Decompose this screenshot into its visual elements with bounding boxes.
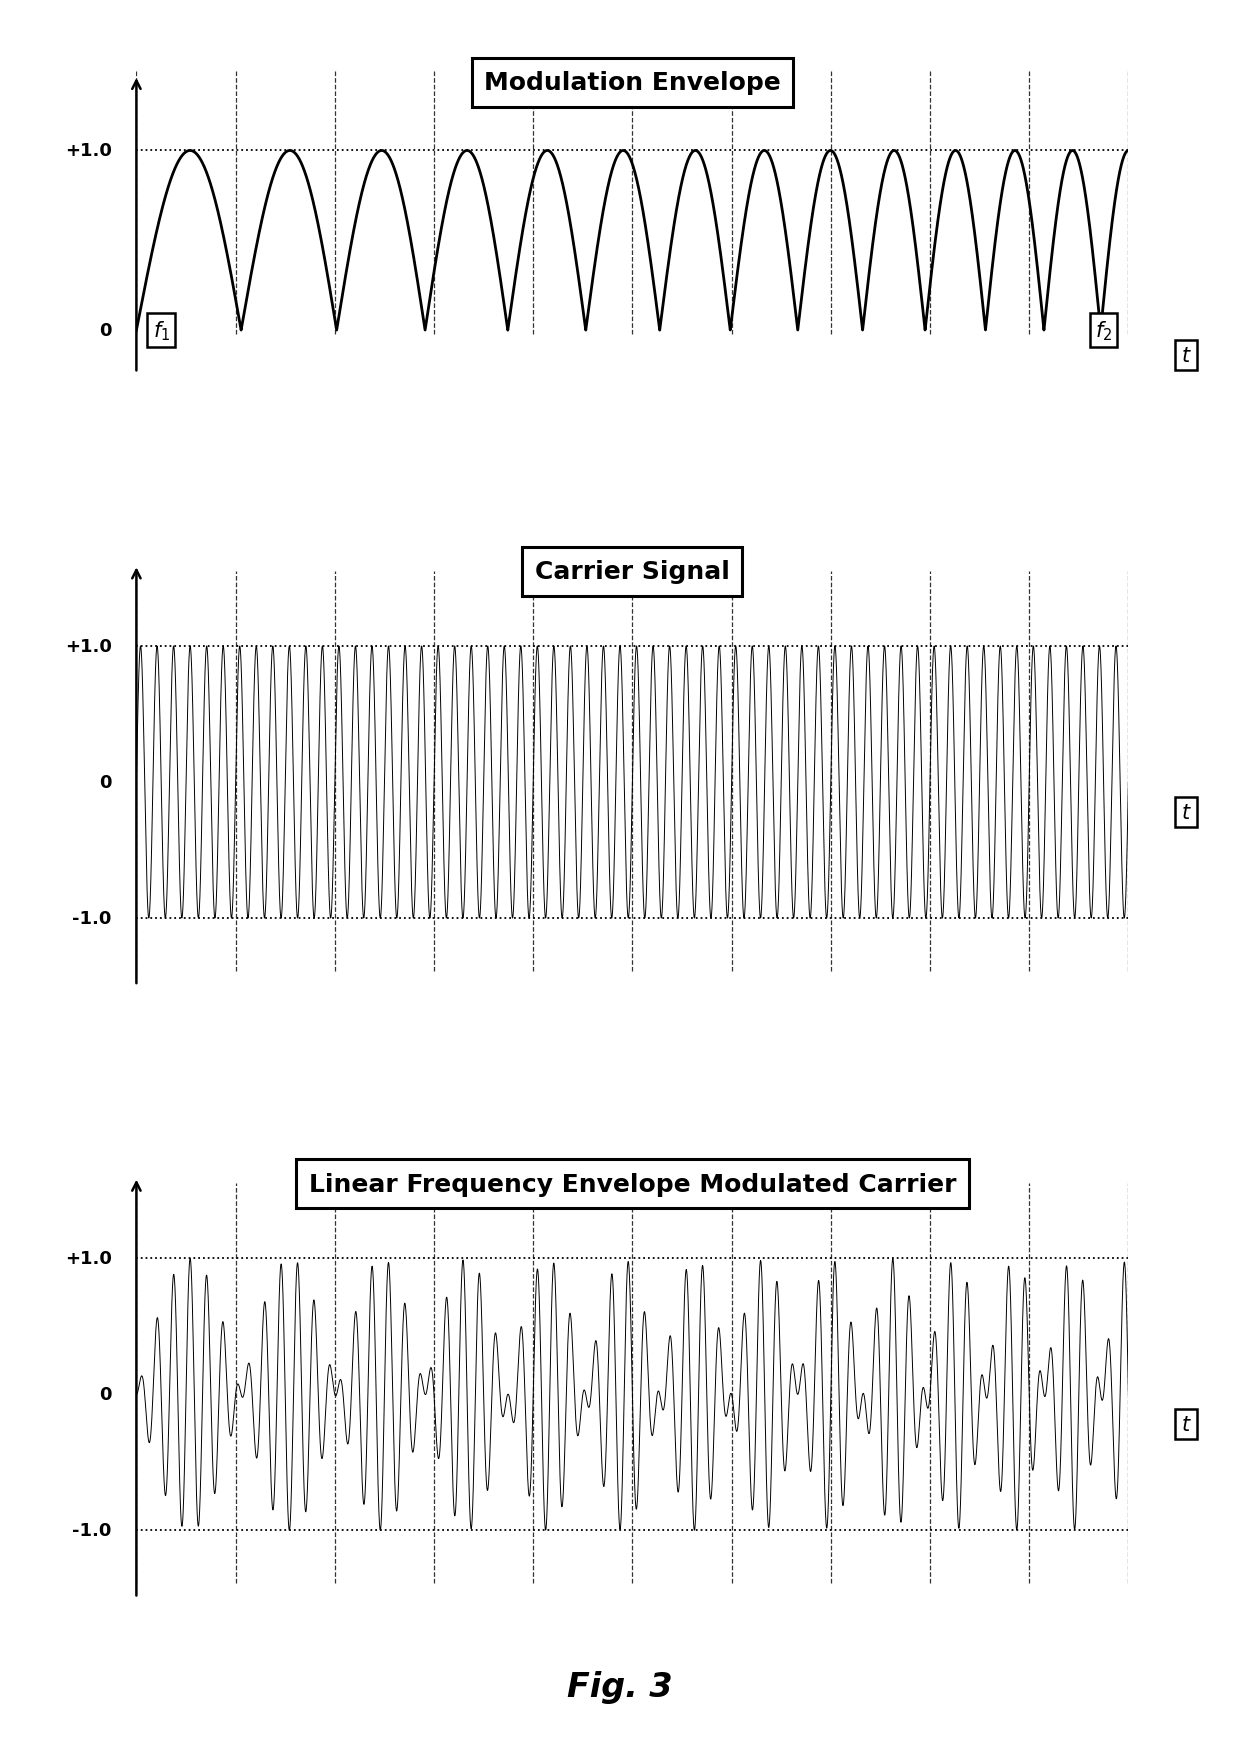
Text: -1.0: -1.0 — [72, 910, 112, 928]
Text: Carrier Signal: Carrier Signal — [534, 559, 730, 584]
Text: +1.0: +1.0 — [64, 637, 112, 656]
Text: Linear Frequency Envelope Modulated Carrier: Linear Frequency Envelope Modulated Carr… — [309, 1171, 956, 1196]
Text: $t$: $t$ — [1180, 1415, 1192, 1434]
Text: $t$: $t$ — [1180, 803, 1192, 822]
Text: $f_1$: $f_1$ — [153, 319, 170, 342]
Text: +1.0: +1.0 — [64, 1249, 112, 1268]
Text: $t$: $t$ — [1180, 346, 1192, 367]
Text: -1.0: -1.0 — [72, 1522, 112, 1540]
Text: Modulation Envelope: Modulation Envelope — [484, 71, 781, 95]
Text: +1.0: +1.0 — [64, 143, 112, 161]
Text: 0: 0 — [99, 323, 112, 340]
Text: 0: 0 — [99, 1385, 112, 1404]
Text: 0: 0 — [99, 774, 112, 792]
Text: Fig. 3: Fig. 3 — [567, 1671, 673, 1702]
Text: $f_2$: $f_2$ — [1095, 319, 1112, 342]
